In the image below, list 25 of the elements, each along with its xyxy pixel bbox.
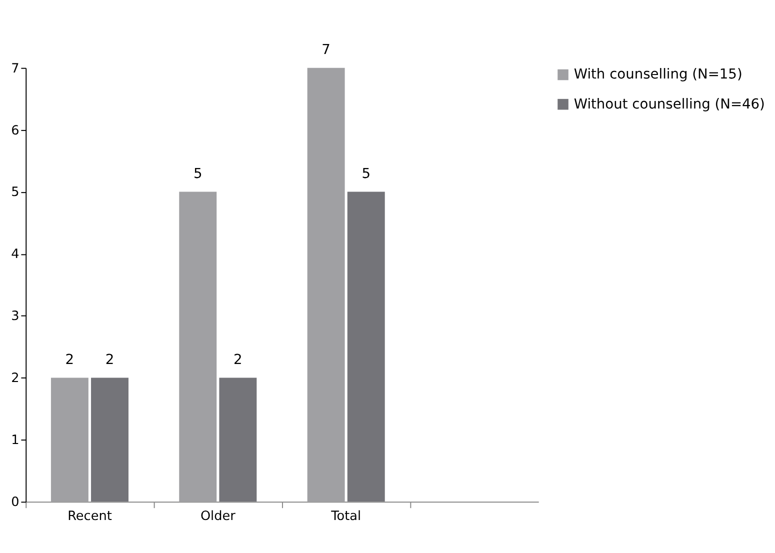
y-tick-label: 7 <box>11 61 20 76</box>
bar <box>219 378 257 502</box>
data-label: 2 <box>65 352 74 368</box>
data-label: 5 <box>362 166 371 182</box>
data-label: 7 <box>322 42 330 58</box>
y-tick-label: 3 <box>11 309 20 324</box>
y-tick-label: 2 <box>11 371 20 386</box>
y-tick-label: 5 <box>11 185 20 200</box>
y-tick-label: 4 <box>11 247 20 262</box>
x-tick-label: Recent <box>68 508 112 524</box>
x-tick-label: Total <box>330 508 362 524</box>
bar <box>179 192 217 502</box>
data-label: 2 <box>105 352 114 368</box>
legend-label: Without counselling (N=46) <box>574 96 765 112</box>
x-tick-label: Older <box>200 508 236 524</box>
data-label: 2 <box>234 352 242 368</box>
y-tick-label: 0 <box>11 495 20 510</box>
legend-label: With counselling (N=15) <box>574 66 742 83</box>
bar <box>50 378 88 502</box>
y-tick-label: 1 <box>11 433 20 448</box>
bar <box>307 68 345 502</box>
data-label: 5 <box>193 166 202 182</box>
bar <box>91 378 128 502</box>
bar <box>347 192 385 502</box>
y-tick-label: 6 <box>11 123 20 138</box>
